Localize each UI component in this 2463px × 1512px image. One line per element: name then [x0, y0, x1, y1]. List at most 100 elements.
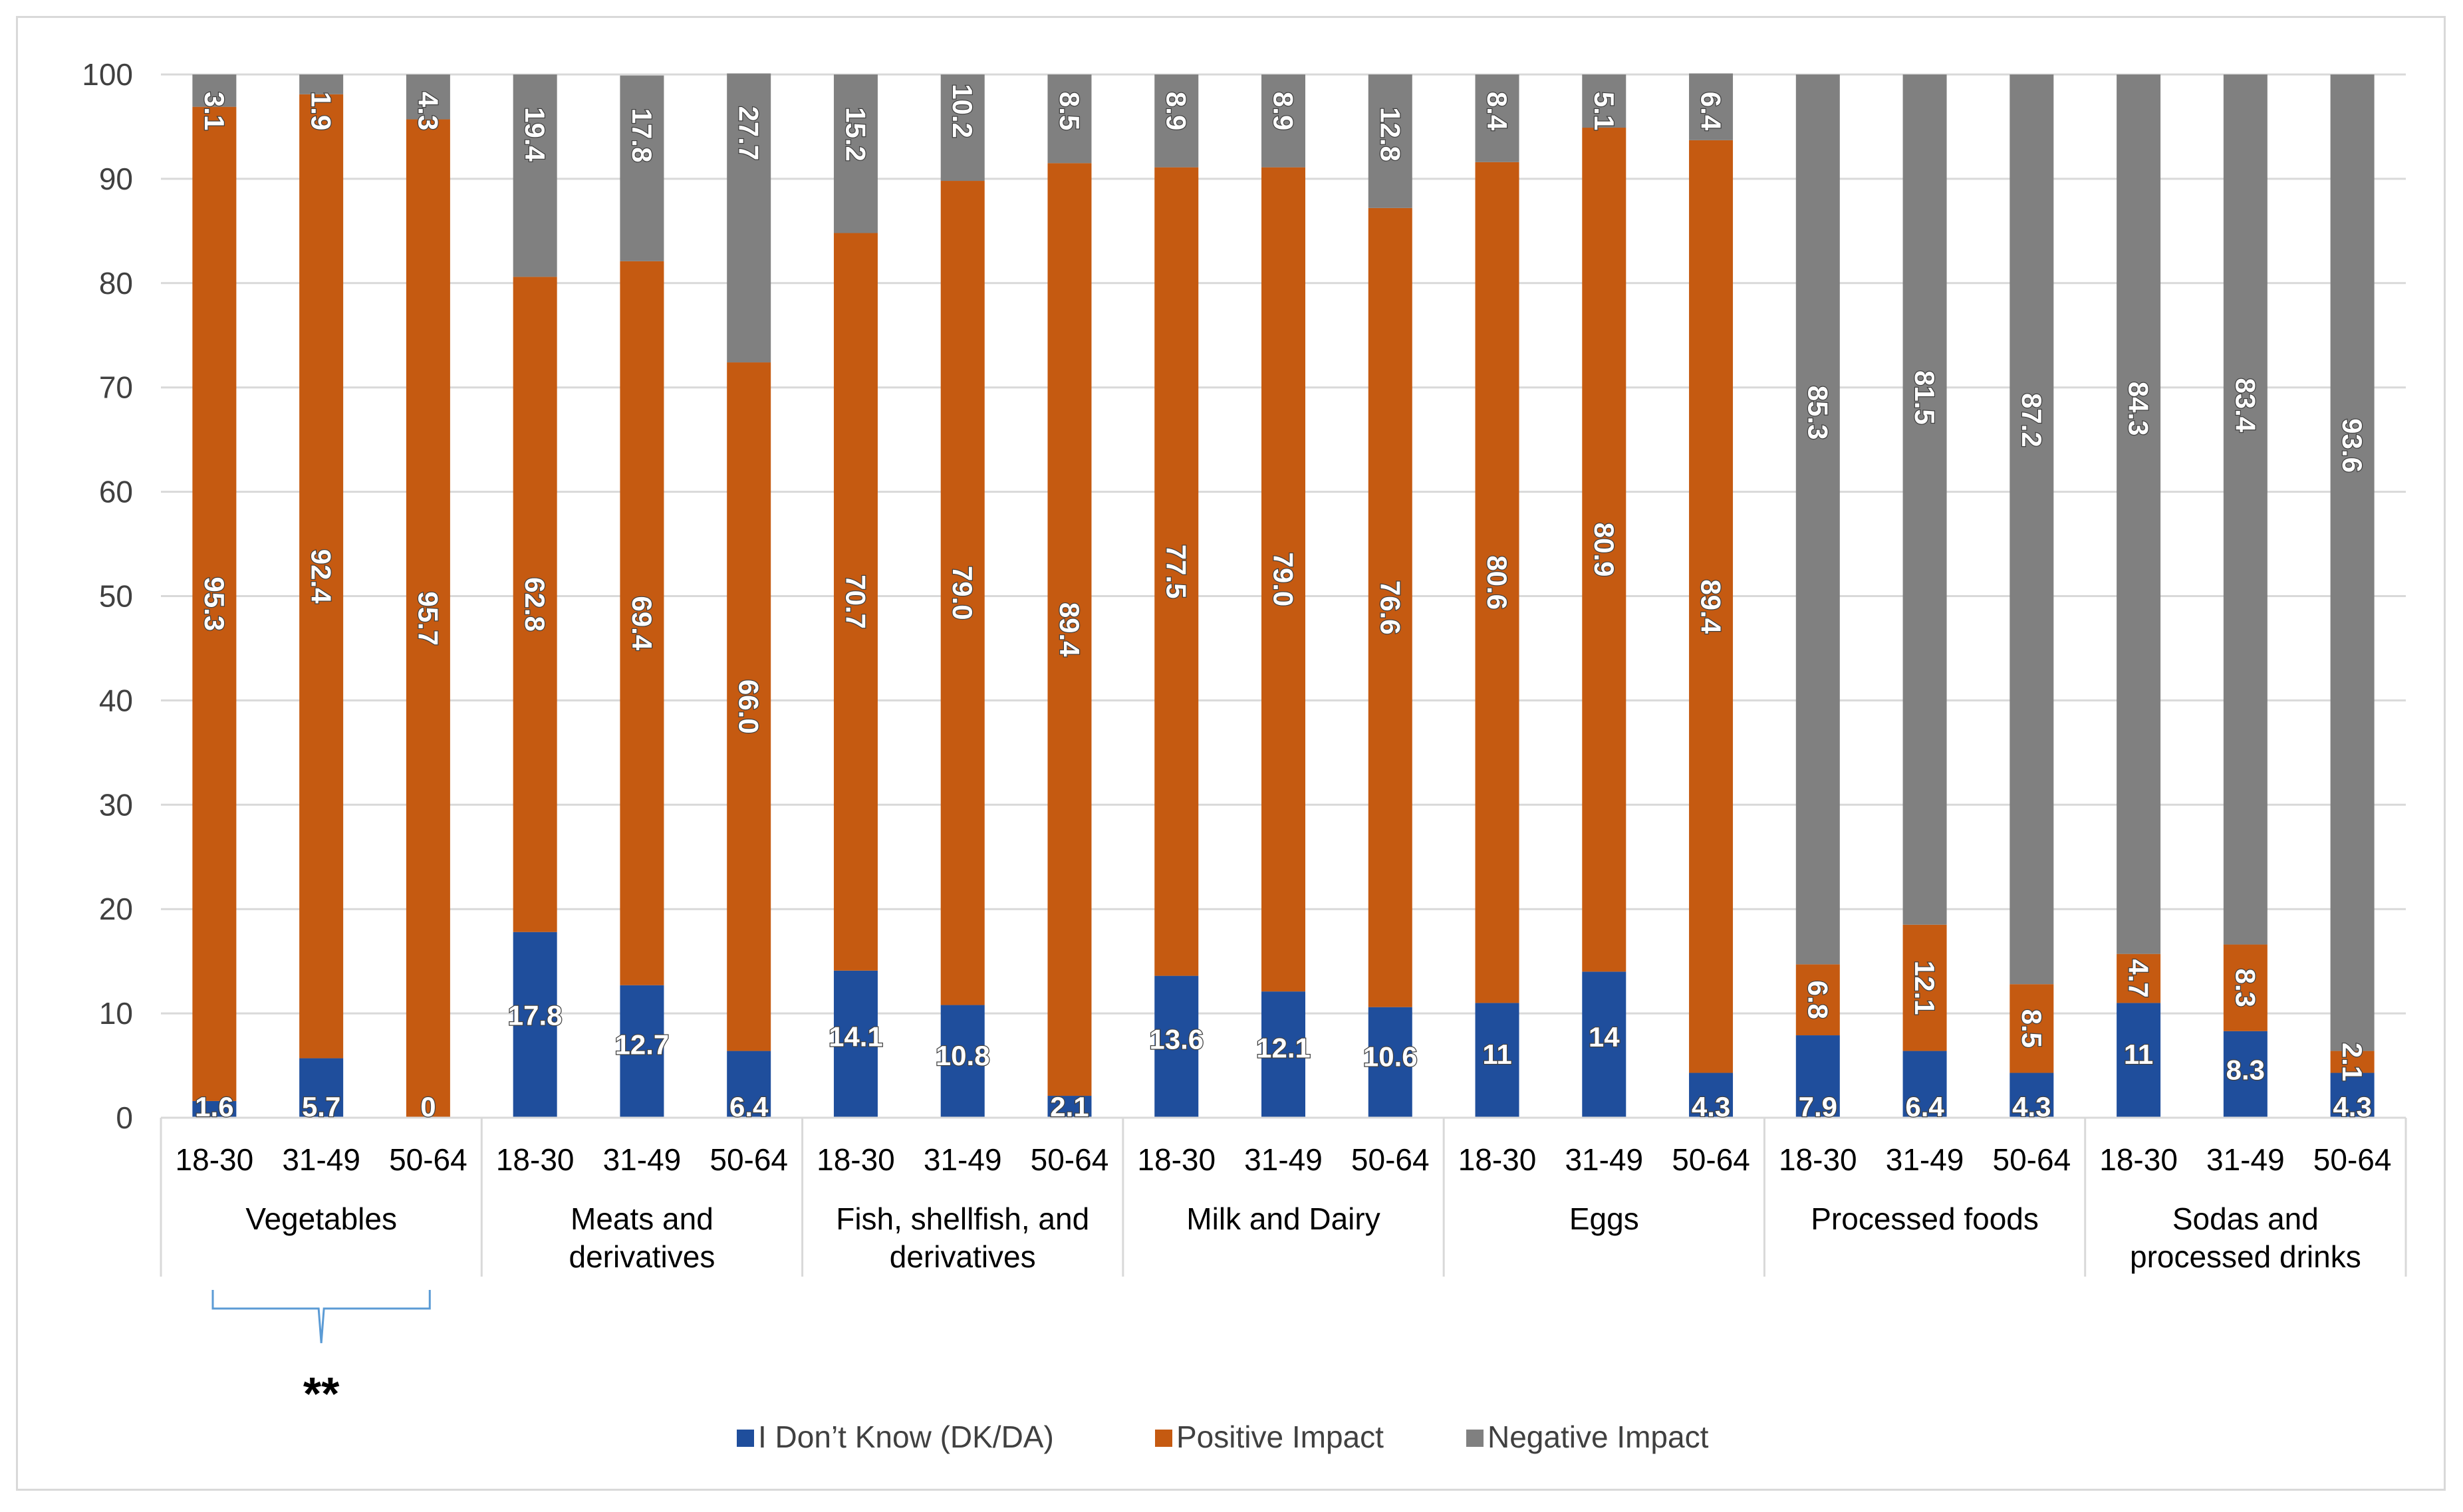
group-label: Milk and Dairy [1186, 1201, 1380, 1236]
group-label: Processed foods [1811, 1201, 2039, 1236]
dk-segment [192, 1100, 237, 1118]
negative-segment [2117, 74, 2161, 954]
bars [192, 73, 2375, 1118]
y-tick-label: 40 [99, 683, 133, 717]
negative-segment [620, 75, 664, 261]
negative-segment [1047, 74, 1092, 164]
positive-segment [2117, 953, 2161, 1003]
negative-segment [1902, 74, 1947, 925]
positive-value-label: 2.1 [2337, 1043, 2368, 1081]
positive-value-label: 69.4 [626, 596, 658, 650]
positive-value-label: 89.4 [1054, 602, 1085, 657]
positive-value-label: 89.4 [1696, 579, 1727, 634]
x-tick-label: 31-49 [924, 1142, 1002, 1177]
y-tick-label: 50 [99, 579, 133, 614]
dk-segment [940, 1005, 985, 1118]
dk-value-label: 11 [2124, 1039, 2153, 1070]
x-tick-label: 31-49 [2206, 1142, 2285, 1177]
negative-value-label: 8.9 [1268, 92, 1299, 130]
x-tick-label: 50-64 [1993, 1142, 2071, 1177]
positive-segment [1795, 964, 1840, 1036]
dk-segment [727, 1051, 771, 1118]
group-label: Sodas and [2172, 1201, 2319, 1236]
dk-segment [2009, 1072, 2054, 1118]
y-tick-label: 80 [99, 266, 133, 301]
dk-segment [1475, 1003, 1519, 1118]
negative-segment [2330, 74, 2375, 1051]
dk-segment [1154, 975, 1199, 1118]
x-tick-label: 18-30 [817, 1142, 895, 1177]
legend-swatch [1155, 1430, 1172, 1447]
negative-value-label: 5.1 [1589, 92, 1620, 130]
y-tick-label: 10 [99, 996, 133, 1031]
x-tick-label: 18-30 [1137, 1142, 1216, 1177]
positive-value-label: 80.6 [1482, 555, 1513, 610]
negative-value-label: 12.8 [1374, 107, 1406, 162]
legend: I Don’t Know (DK/DA) Positive Impact Negat… [737, 1420, 1709, 1454]
positive-segment [1582, 128, 1626, 972]
negative-segment [2009, 74, 2054, 985]
dk-value-label: 5.7 [302, 1091, 340, 1122]
dk-value-label: 14.1 [829, 1021, 883, 1052]
legend-swatch [737, 1430, 754, 1447]
positive-value-label: 70.7 [840, 574, 871, 629]
x-tick-label: 18-30 [1458, 1142, 1537, 1177]
group-label: derivatives [569, 1239, 715, 1274]
dk-value-label: 10.6 [1363, 1041, 1418, 1072]
positive-segment [940, 181, 985, 1005]
positive-segment [2009, 984, 2054, 1073]
positive-value-label: 95.3 [199, 576, 230, 631]
negative-value-label: 15.2 [840, 107, 871, 162]
group-label: Fish, shellfish, and [836, 1201, 1089, 1236]
negative-value-label: 10.2 [947, 84, 978, 138]
dk-value-label: 4.3 [1692, 1091, 1730, 1122]
positive-segment [1154, 167, 1199, 976]
dk-segment [1582, 971, 1626, 1118]
dk-value-label: 12.1 [1256, 1033, 1311, 1064]
negative-value-label: 93.6 [2337, 418, 2368, 473]
dk-value-label: 6.4 [1905, 1091, 1944, 1122]
data-labels: 1.6 95.3 3.1 5.7 92.4 1.9 0 95.7 4.3 17.8 62.8 19.4… [194, 83, 2373, 1123]
positive-segment [1047, 163, 1092, 1096]
dk-value-label: 4.3 [2333, 1091, 2371, 1122]
positive-value-label: 6.8 [1802, 981, 1833, 1019]
positive-value-label: 76.6 [1374, 580, 1406, 635]
positive-value-label: 92.4 [306, 549, 337, 604]
negative-value-label: 8.5 [1054, 92, 1085, 130]
x-tick-label: 50-64 [1672, 1142, 1750, 1177]
negative-segment [940, 74, 985, 182]
x-tick-label: 50-64 [710, 1142, 788, 1177]
dk-segment [620, 985, 664, 1118]
negative-segment [1582, 74, 1626, 128]
x-tick-label: 18-30 [176, 1142, 254, 1177]
positive-value-label: 79.0 [1268, 553, 1299, 607]
x-tick-label: 50-64 [1031, 1142, 1109, 1177]
dk-value-label: 12.7 [615, 1029, 670, 1060]
legend-label: I Don’t Know (DK/DA) [758, 1420, 1054, 1454]
negative-value-label: 84.3 [2123, 382, 2154, 436]
dk-value-label: 1.6 [195, 1091, 233, 1122]
dk-value-label: 8.3 [2226, 1054, 2265, 1085]
negative-segment [1689, 73, 1734, 140]
x-tick-label: 50-64 [1351, 1142, 1430, 1177]
group-label: derivatives [890, 1239, 1036, 1274]
positive-value-label: 79.0 [947, 566, 978, 620]
dk-segment [2330, 1072, 2375, 1118]
negative-value-label: 4.3 [412, 92, 444, 130]
positive-segment [406, 119, 450, 1118]
positive-segment [513, 277, 557, 932]
dk-segment [513, 932, 557, 1118]
negative-value-label: 3.1 [199, 92, 230, 130]
positive-segment [1261, 167, 1305, 992]
positive-segment [2223, 944, 2268, 1031]
dk-segment [299, 1058, 344, 1118]
dk-segment [1368, 1007, 1412, 1118]
dk-value-label: 10.8 [936, 1040, 990, 1071]
negative-segment [406, 74, 450, 120]
positive-value-label: 77.5 [1161, 545, 1192, 599]
dk-value-label: 7.9 [1799, 1091, 1837, 1122]
dk-segment [2223, 1031, 2268, 1118]
negative-segment [1261, 74, 1305, 168]
group-label: Meats and [571, 1201, 713, 1236]
